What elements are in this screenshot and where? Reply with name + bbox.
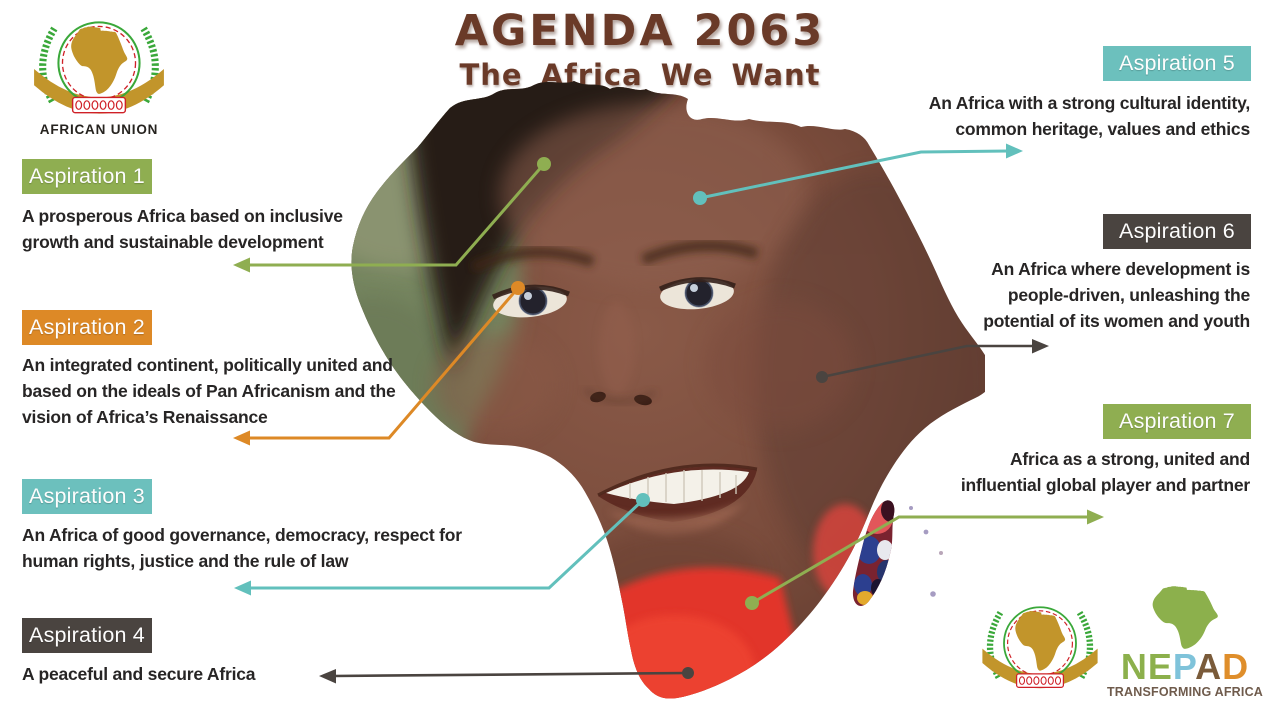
african-union-emblem-icon (28, 12, 170, 119)
child-face-photo (351, 81, 985, 699)
aspiration-6-label: Aspiration 6 (1119, 219, 1235, 243)
nose (583, 302, 656, 406)
aspiration-2-badge: Aspiration 2 (22, 310, 152, 345)
aspiration-1-label: Aspiration 1 (29, 164, 145, 188)
aspiration-1-badge: Aspiration 1 (22, 159, 152, 194)
aspiration-4-label: Aspiration 4 (29, 623, 145, 647)
aspiration-6-badge: Aspiration 6 (1103, 214, 1251, 249)
aspiration-7-badge: Aspiration 7 (1103, 404, 1251, 439)
african-union-emblem-icon (977, 598, 1103, 693)
nepad-letter-d: D (1222, 646, 1250, 687)
nepad-africa-icon (1152, 586, 1218, 649)
african-union-logo-footer (977, 598, 1103, 693)
aspiration-3-label: Aspiration 3 (29, 484, 145, 508)
aspiration-7-label: Aspiration 7 (1119, 409, 1235, 433)
aspiration-5-text: An Africa with a strong cultural identit… (928, 93, 1250, 139)
african-union-logo: AFRICAN UNION (28, 12, 170, 137)
nepad-letter-p: P (1172, 646, 1196, 687)
aspiration-1-text: A prosperous Africa based on inclusive g… (22, 206, 343, 252)
nepad-letter-e: E (1147, 646, 1173, 687)
african-union-label: AFRICAN UNION (39, 122, 159, 137)
aspiration-7-text: Africa as a strong, united and influenti… (960, 449, 1250, 495)
nepad-logo: NEPAD TRANSFORMING AFRICA (1106, 586, 1264, 699)
aspiration-6-text: An Africa where development is people-dr… (983, 259, 1250, 331)
nepad-letter-n: N (1120, 646, 1148, 687)
page-title: AGENDA 2063 (454, 6, 826, 56)
eye-right (658, 277, 736, 310)
aspiration-5-label: Aspiration 5 (1119, 51, 1235, 75)
africa-map-image (351, 81, 985, 699)
aspiration-5-badge: Aspiration 5 (1103, 46, 1251, 81)
eyebrow-right (640, 240, 759, 266)
aspiration-2-text: An integrated continent, politically uni… (22, 355, 396, 427)
nepad-wordmark: NEPAD (1106, 649, 1264, 685)
nepad-tagline: TRANSFORMING AFRICA (1106, 685, 1264, 699)
aspiration-2-label: Aspiration 2 (29, 315, 145, 339)
aspiration-3-text: An Africa of good governance, democracy,… (22, 525, 462, 571)
aspiration-3-badge: Aspiration 3 (22, 479, 152, 514)
nepad-letter-a: A (1195, 646, 1223, 687)
aspiration-4-badge: Aspiration 4 (22, 618, 152, 653)
aspiration-4-text: A peaceful and secure Africa (22, 664, 256, 684)
